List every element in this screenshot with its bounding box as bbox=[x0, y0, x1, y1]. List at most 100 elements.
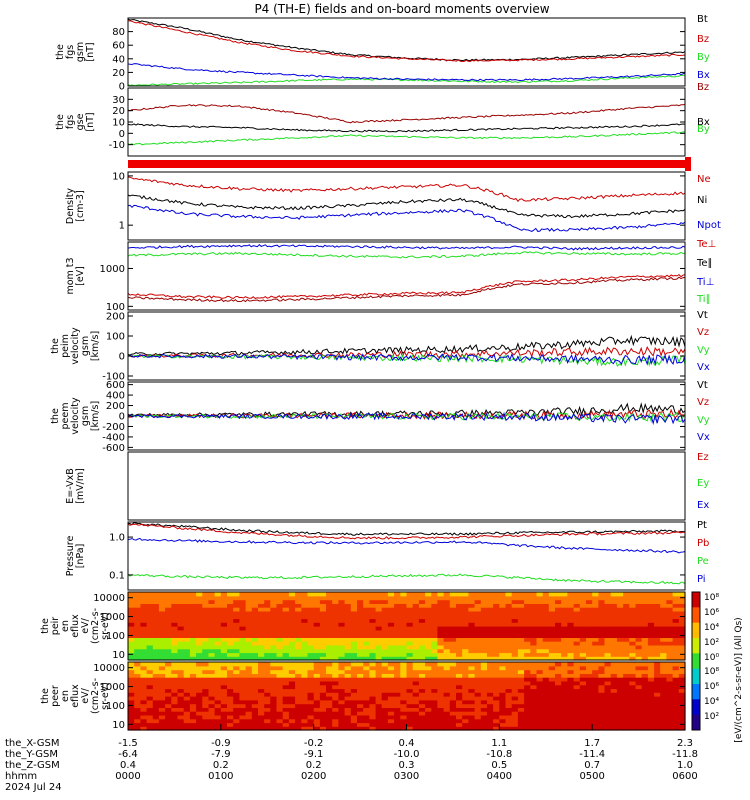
spec-cell bbox=[573, 603, 581, 608]
spec-cell bbox=[301, 607, 309, 612]
y-label-line: the bbox=[55, 114, 66, 130]
legend-Ex: Ex bbox=[697, 500, 709, 511]
spec-cell bbox=[338, 626, 346, 631]
spec-cell bbox=[295, 618, 302, 623]
spec-cell bbox=[276, 714, 284, 720]
spec-cell bbox=[666, 652, 674, 657]
spec-cell bbox=[412, 610, 420, 616]
spec-cell bbox=[425, 629, 432, 635]
spec-cell bbox=[357, 707, 364, 712]
spec-cell bbox=[375, 680, 383, 686]
z-gsm-value: 0.7 bbox=[584, 760, 600, 771]
spec-cell bbox=[369, 707, 377, 712]
spec-cell bbox=[517, 680, 525, 686]
spec-cell bbox=[542, 614, 550, 620]
spec-cell bbox=[214, 599, 222, 604]
spec-cell bbox=[412, 696, 420, 701]
spec-cell bbox=[462, 703, 469, 708]
spec-cell bbox=[629, 665, 637, 671]
spec-cell bbox=[412, 648, 420, 654]
spec-cell bbox=[487, 669, 494, 674]
spec-cell bbox=[313, 603, 321, 608]
colorbar-tick: 10⁶ bbox=[704, 682, 719, 692]
spec-cell bbox=[295, 680, 302, 686]
spec-cell bbox=[171, 714, 179, 720]
spec-cell bbox=[654, 718, 661, 724]
spec-cell bbox=[233, 688, 240, 693]
spec-cell bbox=[555, 652, 562, 657]
spec-cell bbox=[400, 644, 408, 650]
spec-cell bbox=[536, 652, 544, 657]
spec-cell bbox=[493, 618, 500, 623]
spec-cell bbox=[567, 607, 575, 612]
spec-cell bbox=[208, 662, 216, 667]
spec-cell bbox=[480, 711, 488, 716]
spec-cell bbox=[561, 692, 568, 697]
spec-cell bbox=[183, 726, 191, 731]
spec-cell bbox=[158, 699, 166, 705]
spec-cell bbox=[468, 633, 476, 638]
spec-cell bbox=[449, 626, 457, 631]
spec-cell bbox=[555, 599, 562, 604]
spec-cell bbox=[307, 637, 315, 642]
spec-cell bbox=[548, 626, 556, 631]
spec-cell bbox=[666, 726, 674, 731]
spec-cell bbox=[394, 714, 401, 720]
spec-cell bbox=[251, 626, 259, 631]
spec-cell bbox=[239, 703, 247, 708]
spec-cell bbox=[474, 607, 482, 612]
spec-cell bbox=[517, 669, 525, 674]
spec-cell bbox=[579, 677, 587, 682]
spec-cell bbox=[220, 692, 228, 697]
spec-cell bbox=[165, 626, 172, 631]
spec-cell bbox=[363, 603, 370, 608]
spec-cell bbox=[604, 644, 612, 650]
legend-Vx: Vx bbox=[697, 362, 710, 373]
spec-cell bbox=[319, 603, 327, 608]
spec-cell bbox=[264, 626, 271, 631]
spec-cell bbox=[369, 699, 377, 705]
x-gsm-value: 1.7 bbox=[584, 738, 600, 749]
spec-cell bbox=[406, 688, 414, 693]
y-tick-label: 10 bbox=[112, 171, 125, 182]
spec-cell bbox=[375, 633, 383, 638]
spec-cell bbox=[474, 656, 482, 661]
spec-cell bbox=[282, 610, 290, 616]
spec-cell bbox=[251, 699, 259, 705]
spec-cell bbox=[511, 703, 519, 708]
spec-cell bbox=[456, 665, 463, 671]
panel-frame bbox=[127, 17, 686, 87]
spec-cell bbox=[344, 726, 352, 731]
spec-cell bbox=[499, 711, 507, 716]
spec-cell bbox=[245, 641, 253, 646]
spec-cell bbox=[332, 622, 339, 627]
spec-cell bbox=[623, 610, 630, 616]
x-row-label: the_X-GSM bbox=[5, 738, 59, 749]
spec-cell bbox=[418, 641, 426, 646]
spec-cell bbox=[313, 680, 321, 686]
spec-cell bbox=[369, 629, 377, 635]
spec-cell bbox=[239, 626, 247, 631]
spec-cell bbox=[165, 726, 172, 731]
spec-cell bbox=[431, 673, 439, 678]
spec-cell bbox=[431, 718, 439, 724]
spec-cell bbox=[270, 665, 278, 671]
spec-cell bbox=[449, 680, 457, 686]
spec-cell bbox=[350, 641, 358, 646]
spec-cell bbox=[134, 684, 141, 690]
spec-cell bbox=[264, 607, 271, 612]
spec-cell bbox=[586, 714, 593, 720]
spec-cell bbox=[189, 603, 197, 608]
spec-cell bbox=[301, 699, 309, 705]
spec-cell bbox=[468, 699, 476, 705]
spec-cell bbox=[623, 718, 630, 724]
colorbar-cell bbox=[692, 607, 700, 624]
spec-cell bbox=[425, 607, 432, 612]
series-Pb bbox=[127, 523, 686, 540]
spec-cell bbox=[214, 692, 222, 697]
spec-cell bbox=[152, 692, 160, 697]
spec-cell bbox=[586, 673, 593, 678]
spec-cell bbox=[177, 648, 185, 654]
spec-cell bbox=[251, 696, 259, 701]
spec-cell bbox=[641, 726, 649, 731]
